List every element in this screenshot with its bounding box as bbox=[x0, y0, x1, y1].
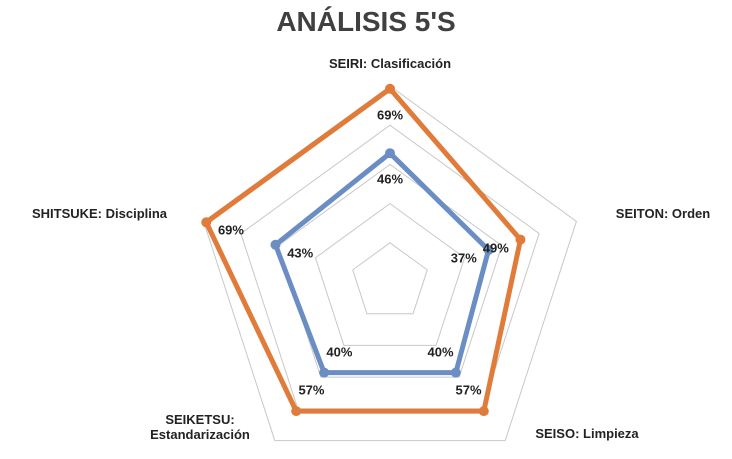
category-label: SEISO: Limpieza bbox=[535, 426, 639, 441]
data-point bbox=[270, 239, 281, 250]
data-point bbox=[478, 406, 489, 417]
data-label: 37% bbox=[450, 250, 477, 266]
data-label: 43% bbox=[287, 245, 314, 261]
data-label: 69% bbox=[376, 107, 404, 123]
data-label: 40% bbox=[326, 344, 353, 360]
grid-ring bbox=[352, 242, 428, 315]
data-point bbox=[483, 244, 494, 255]
series-line bbox=[203, 86, 523, 414]
data-label: 49% bbox=[482, 240, 509, 256]
data-point bbox=[385, 83, 395, 94]
grid-ring bbox=[203, 85, 577, 442]
data-label: 57% bbox=[455, 382, 482, 398]
category-label: SEIRI: Clasificación bbox=[328, 56, 452, 71]
chart-title: ANÁLISIS 5'S bbox=[276, 6, 456, 37]
grid-ring bbox=[314, 202, 466, 346]
data-point bbox=[201, 217, 212, 228]
data-point bbox=[515, 234, 526, 245]
category-label: SEIKETSU: Estandarización bbox=[150, 412, 250, 442]
category-label: SEITON: Orden bbox=[615, 206, 711, 221]
data-label: 46% bbox=[376, 171, 404, 187]
grid-ring bbox=[277, 163, 503, 378]
series-line bbox=[272, 150, 492, 376]
data-label: 69% bbox=[217, 222, 244, 238]
category-label: SHITSUKE: Disciplina bbox=[31, 206, 168, 221]
data-point bbox=[450, 367, 461, 378]
data-point bbox=[385, 148, 395, 159]
data-label: 57% bbox=[298, 382, 325, 398]
data-label: 40% bbox=[427, 344, 454, 360]
data-point bbox=[291, 406, 302, 417]
data-point bbox=[319, 367, 330, 378]
